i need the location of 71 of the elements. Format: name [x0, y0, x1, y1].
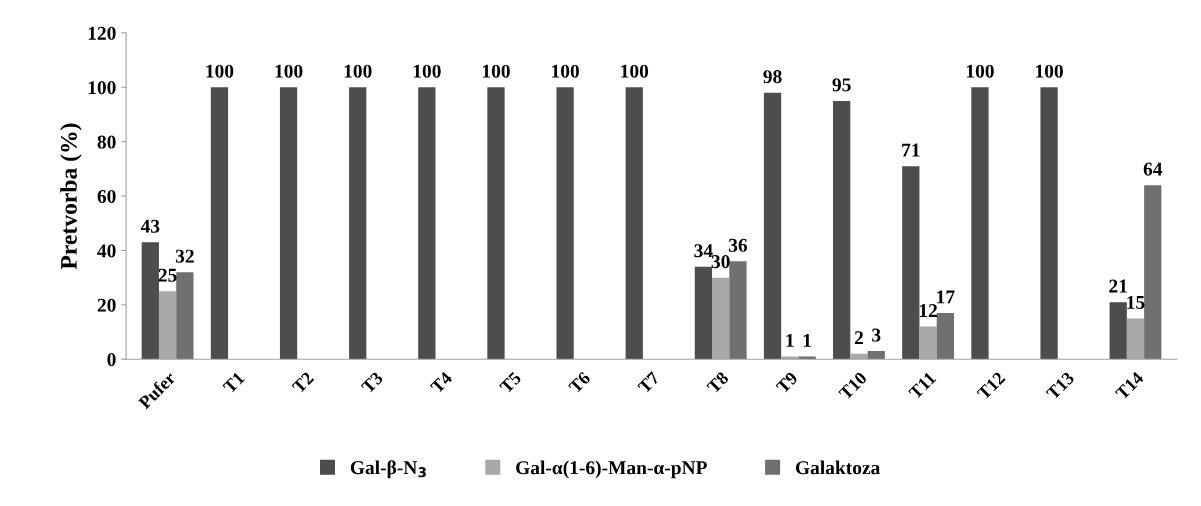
x-tick-label: T2 — [291, 371, 315, 394]
data-label: 64 — [1143, 162, 1163, 176]
data-label: 3 — [872, 328, 881, 342]
data-label: 21 — [1109, 279, 1127, 293]
data-label: 98 — [763, 70, 782, 84]
y-axis-title: Pretvorba (%) — [60, 123, 82, 270]
data-label: 17 — [937, 290, 955, 304]
bar — [936, 313, 955, 360]
bar — [867, 351, 885, 360]
y-tick-label: 120 — [88, 26, 116, 40]
y-tick-label: 0 — [107, 353, 116, 367]
bar — [625, 87, 643, 360]
data-label: 100 — [966, 64, 994, 78]
x-tick-label: T12 — [976, 371, 1006, 401]
x-tick-label: T7 — [637, 371, 661, 394]
data-label: 95 — [832, 78, 851, 92]
bar — [1144, 185, 1162, 360]
x-tick-label: T10 — [838, 371, 868, 401]
y-tick-label: 80 — [97, 135, 116, 149]
bar — [279, 87, 298, 360]
x-tick-label: T13 — [1045, 371, 1075, 401]
legend-label: Gal-α(1-6)-Man-α-pNP — [516, 460, 707, 479]
y-tick-label: 40 — [97, 244, 116, 258]
data-label: 100 — [344, 64, 372, 78]
data-label: 100 — [1036, 64, 1063, 78]
bar — [176, 272, 194, 360]
data-label: 1 — [786, 334, 794, 347]
data-label: 15 — [1127, 295, 1145, 309]
data-label: 43 — [140, 219, 160, 233]
data-label: 12 — [919, 304, 937, 317]
legend-label: Galaktoza — [795, 460, 881, 475]
y-tick-label: 100 — [88, 81, 116, 95]
data-label: 36 — [728, 238, 748, 252]
bar — [729, 261, 747, 360]
data-label: 34 — [694, 244, 713, 258]
data-label: 100 — [621, 64, 649, 78]
data-label: 1 — [803, 334, 811, 347]
bar — [1109, 302, 1127, 360]
data-label: 71 — [902, 143, 920, 157]
data-label: 100 — [552, 64, 579, 78]
bar — [487, 87, 505, 360]
x-tick-label: T5 — [499, 371, 522, 395]
data-label: 100 — [413, 64, 441, 78]
x-tick-label: T4 — [429, 371, 453, 394]
bar — [1040, 87, 1058, 360]
bar — [971, 87, 989, 360]
x-tick-label: T14 — [1114, 371, 1145, 401]
legend-label: Gal-β-N$_{3}$ — [350, 460, 426, 479]
bar — [556, 87, 574, 360]
x-tick-label: T8 — [706, 371, 730, 395]
data-label: 30 — [711, 255, 730, 269]
bar — [418, 87, 436, 360]
data-label: 100 — [206, 64, 234, 78]
data-label: 32 — [175, 249, 194, 263]
bar — [210, 87, 229, 360]
y-tick-label: 20 — [97, 298, 116, 312]
x-tick-label: T1 — [222, 371, 245, 394]
data-label: 100 — [482, 64, 510, 78]
y-tick-label: 60 — [97, 189, 116, 204]
bar — [833, 100, 851, 360]
bar — [763, 92, 782, 360]
data-label: 2 — [854, 331, 863, 345]
x-tick-label: T3 — [360, 371, 384, 395]
bar — [694, 266, 713, 360]
x-tick-label: T9 — [775, 371, 799, 395]
bar — [902, 166, 920, 360]
bar — [141, 242, 159, 360]
data-label: 100 — [275, 64, 303, 78]
x-tick-label: T6 — [568, 371, 592, 395]
bar — [349, 87, 367, 360]
x-tick-label: T11 — [908, 371, 937, 400]
